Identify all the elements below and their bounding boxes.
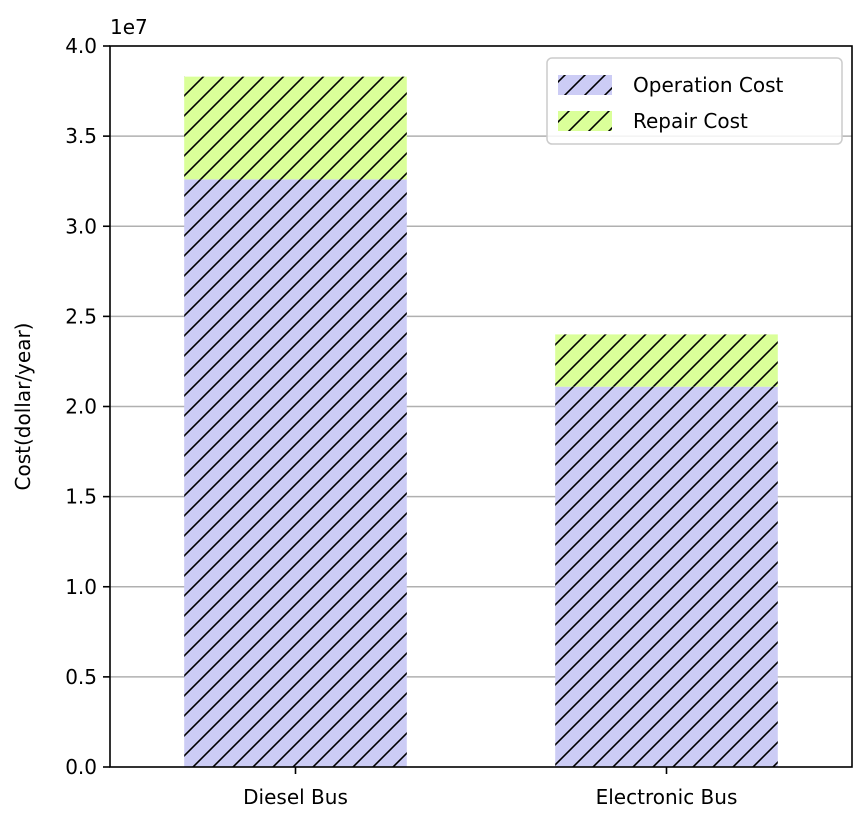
y-tick-label: 1.0 (65, 575, 97, 599)
legend-swatch-hatch-repair-cost (558, 111, 612, 131)
legend: Operation Cost Repair Cost (546, 57, 843, 145)
bars (184, 76, 778, 767)
legend-box (546, 57, 843, 145)
y-tick-label: 2.0 (65, 395, 97, 419)
y-ticks: 0.0 0.5 1.0 1.5 2.0 2.5 3.0 3.5 4.0 (65, 34, 110, 779)
y-axis-label: Cost(dollar/year) (11, 323, 35, 491)
y-tick-label: 0.5 (65, 665, 97, 689)
x-tick-label: Electronic Bus (596, 785, 738, 809)
legend-swatch-hatch-operation-cost (558, 75, 612, 95)
x-ticks: Diesel Bus Electronic Bus (243, 767, 737, 809)
bar-hatch-operation-cost (184, 179, 407, 767)
y-tick-label: 2.5 (65, 304, 97, 328)
bar-hatch-repair-cost (555, 334, 778, 387)
legend-label-operation-cost: Operation Cost (633, 73, 784, 97)
bar-hatch-repair-cost (184, 76, 407, 180)
y-tick-label: 0.0 (65, 755, 97, 779)
x-tick-label: Diesel Bus (243, 785, 348, 809)
y-scale-label: 1e7 (110, 15, 148, 39)
y-tick-label: 3.0 (65, 214, 97, 238)
bar-hatch-operation-cost (555, 386, 778, 767)
y-tick-label: 1.5 (65, 485, 97, 509)
y-tick-label: 3.5 (65, 124, 97, 148)
legend-label-repair-cost: Repair Cost (633, 109, 748, 133)
y-tick-label: 4.0 (65, 34, 97, 58)
